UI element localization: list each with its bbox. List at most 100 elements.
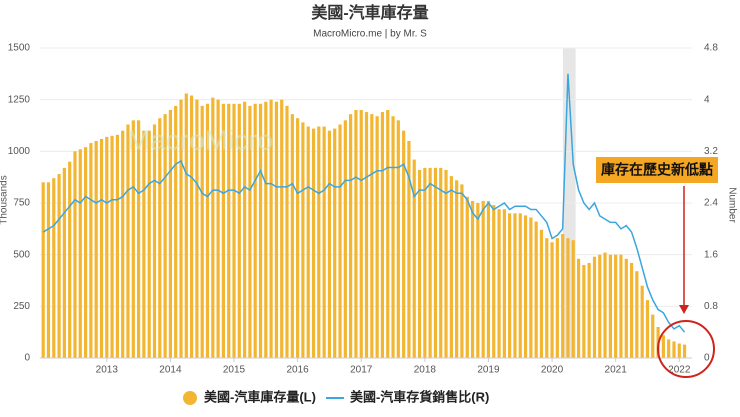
x-tick-label: 2020 [541,365,564,376]
bar [195,99,199,359]
bar [115,134,120,358]
bar [46,182,51,358]
bar [243,101,247,358]
bar [258,103,263,358]
bar [396,120,400,358]
y2-tick-label: 0 [704,353,710,364]
bar [274,101,279,358]
bar [147,130,151,358]
bar [317,126,321,359]
bar [322,126,326,359]
bar [354,110,358,358]
bar [94,141,98,358]
bar [211,97,215,358]
bar [539,229,544,358]
bar [455,180,459,358]
y2-tick-label: 1.6 [704,249,718,260]
bar [349,114,353,358]
bar [285,105,289,358]
bar [264,101,268,358]
x-tick-label: 2022 [668,365,691,376]
bar [57,174,61,358]
bar [587,262,591,358]
bar [126,124,130,358]
bar [232,103,236,358]
legend-label: 美國-汽車庫存量(L) [204,389,316,404]
x-tick-label: 2015 [223,365,246,376]
bar [200,105,204,358]
bar [417,169,422,358]
bar [343,120,347,358]
bar [78,149,82,358]
bar [227,103,231,358]
annotation: 庫存在歷史新低點 [601,162,713,178]
bar [62,167,66,358]
bar [179,99,183,359]
y2-tick-label: 2.4 [704,198,718,209]
y2-tick-label: 3.2 [704,146,718,157]
bar [311,128,316,358]
bar [253,103,257,358]
bar [518,213,522,358]
bar [380,112,385,358]
bar [73,151,77,358]
y2-axis-title: Number [726,187,737,223]
bar [423,167,427,358]
bar [492,205,496,358]
bar [121,130,125,358]
bar [608,254,612,358]
bar [582,265,586,358]
bar [269,99,273,359]
bar [359,110,363,358]
bar [168,110,172,358]
bar [189,95,194,359]
bar [486,200,491,358]
bar [640,285,644,358]
bar [152,124,157,358]
bar [624,258,628,358]
y-tick-label: 1250 [8,94,31,105]
y-tick-label: 500 [13,249,30,260]
legend-label: 美國-汽車存貨銷售比(R) [350,389,489,404]
bar [460,184,464,358]
bar [444,169,448,358]
bar [205,103,210,358]
y-tick-label: 750 [13,198,30,209]
x-tick-label: 2017 [350,365,373,376]
line [42,73,686,333]
bar [84,147,88,358]
bar [333,128,337,358]
bar [296,118,300,359]
bar [89,143,93,358]
bar [682,344,687,358]
bar [68,161,72,358]
bar [614,254,618,358]
y2-tick-label: 0.8 [704,301,718,312]
bar [433,167,438,358]
bar [41,182,45,358]
bar [470,200,475,358]
bar [327,130,332,358]
bar [603,252,607,358]
y-tick-label: 0 [24,353,30,364]
bar [370,114,374,358]
chart-title: 美國-汽車庫存量 [311,3,428,22]
annotation-box [596,157,718,183]
bar [402,130,406,358]
bar [449,176,453,358]
bar [465,196,469,358]
bar [110,135,114,358]
plot: 0 250 500 750 1000 1250 1500 0 0.8 1.6 2.4 3.2 4 4.8 2… [8,43,719,376]
bar [338,124,342,358]
x-tick-label: 2019 [477,365,500,376]
highlight-circle [657,320,715,378]
bar [635,271,639,358]
bar [667,339,671,358]
y2-tick-label: 4 [704,94,710,105]
bar [412,159,416,358]
bar [216,99,220,359]
chart-subtitle: MacroMicro.me | by Mr. S [313,29,427,40]
bar [142,130,146,358]
y-tick-label: 1500 [8,43,31,54]
y-tick-label: 1000 [8,146,31,157]
